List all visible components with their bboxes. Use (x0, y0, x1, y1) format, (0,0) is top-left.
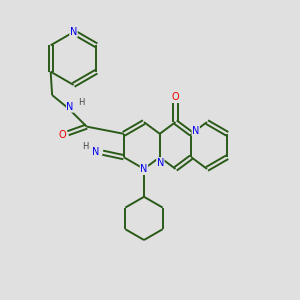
Text: N: N (140, 164, 148, 175)
Text: H: H (82, 142, 89, 151)
Text: O: O (59, 130, 66, 140)
Text: N: N (157, 158, 164, 168)
Text: N: N (70, 27, 77, 37)
Text: N: N (92, 147, 100, 157)
Text: N: N (66, 102, 74, 112)
Text: N: N (192, 126, 200, 136)
Text: H: H (78, 98, 84, 107)
Text: O: O (172, 92, 179, 102)
